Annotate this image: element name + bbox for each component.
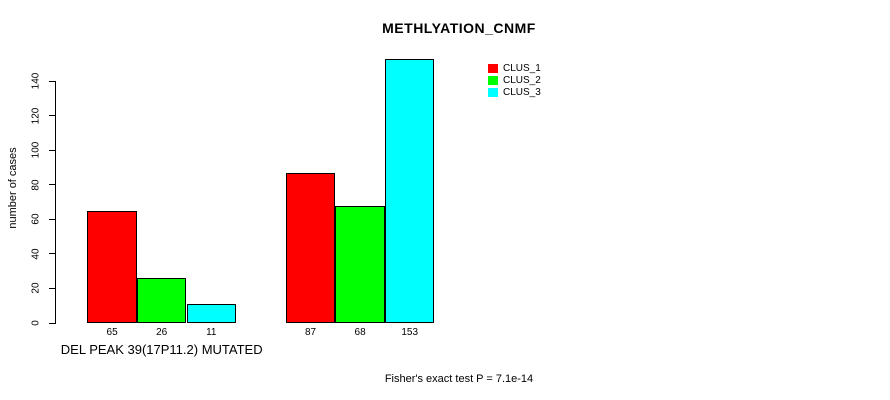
y-axis-tick-label: 20 bbox=[30, 282, 42, 295]
bar-value-label: 11 bbox=[206, 327, 217, 338]
bar-clus_3-group2 bbox=[384, 59, 435, 323]
bar-value-label: 65 bbox=[106, 327, 118, 338]
y-axis-tick bbox=[49, 149, 56, 151]
legend-label: CLUS_2 bbox=[503, 74, 541, 86]
y-axis-tick bbox=[49, 322, 56, 324]
legend-swatch-clus_3 bbox=[488, 87, 498, 97]
bar-value-label: 87 bbox=[304, 327, 317, 338]
bar-value-label: 26 bbox=[156, 327, 168, 338]
bar-clus_3-group1 bbox=[186, 304, 237, 323]
y-axis-tick bbox=[49, 218, 56, 220]
bar-value-label: 153 bbox=[401, 327, 419, 338]
y-axis-tick-label: 80 bbox=[30, 179, 42, 191]
legend: CLUS_1 CLUS_2 CLUS_3 bbox=[488, 62, 541, 98]
legend-swatch-clus_2 bbox=[488, 75, 498, 85]
legend-item: CLUS_1 bbox=[488, 62, 541, 74]
y-axis-tick bbox=[49, 115, 56, 117]
y-axis-tick-label: 0 bbox=[30, 320, 42, 326]
y-axis-line bbox=[55, 82, 56, 324]
y-axis-tick-label: 100 bbox=[30, 142, 42, 159]
y-axis-tick bbox=[49, 253, 56, 255]
legend-item: CLUS_3 bbox=[488, 86, 541, 98]
y-axis-tick-label: 120 bbox=[30, 107, 42, 125]
fisher-test-annotation: Fisher's exact test P = 7.1e-14 bbox=[384, 373, 534, 385]
y-axis-tick bbox=[49, 80, 56, 82]
y-axis-tick-label: 60 bbox=[30, 213, 42, 226]
bar-clus_2-group1 bbox=[136, 278, 187, 323]
legend-label: CLUS_3 bbox=[503, 86, 541, 98]
legend-label: CLUS_1 bbox=[503, 62, 541, 74]
legend-item: CLUS_2 bbox=[488, 74, 541, 86]
y-axis-tick bbox=[49, 287, 56, 289]
y-axis-label: number of cases bbox=[7, 147, 19, 229]
bar-value-label: 68 bbox=[354, 327, 366, 338]
chart-title: METHLYATION_CNMF bbox=[382, 20, 536, 36]
bar-clus_1-group2 bbox=[285, 173, 336, 323]
bar-clus_1-group1 bbox=[87, 211, 137, 323]
y-axis-tick bbox=[49, 184, 56, 186]
x-axis-group-label: DEL PEAK 39(17P11.2) MUTATED bbox=[60, 342, 263, 357]
legend-swatch-clus_1 bbox=[488, 63, 498, 73]
y-axis-tick-label: 140 bbox=[30, 73, 42, 90]
y-axis-tick-label: 40 bbox=[30, 248, 42, 260]
bar-clus_2-group2 bbox=[335, 206, 385, 323]
